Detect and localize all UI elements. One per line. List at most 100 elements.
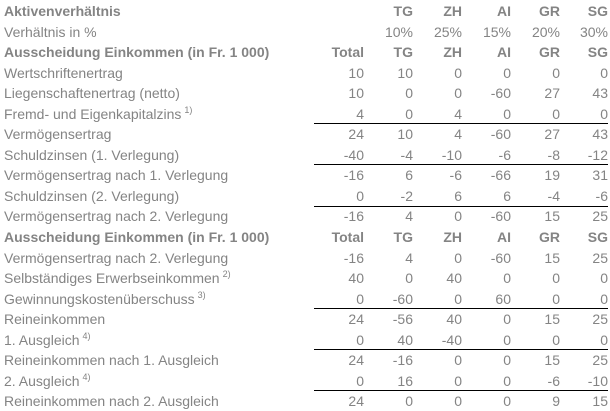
cell-tg: 0 [405,105,413,122]
sum-rule-line [314,308,608,310]
cell-sg: 25 [592,352,608,369]
footnote-marker: 4) [82,331,91,342]
row-label: 1. Ausgleich 4) [4,330,314,351]
row-label-text: Schuldzinsen (1. Verlegung) [4,146,180,163]
table-row: Reineinkommen 24 -56 40 0 15 25 [4,309,608,330]
footnote-marker: 4) [82,372,91,383]
row-label: Aktivenverhältnis [4,1,314,22]
row-label: Reineinkommen nach 2. Ausgleich [4,391,314,411]
cell-gr: 0 [552,64,560,81]
cell-tg: 10% [384,23,413,40]
cell-sg: 0 [600,105,608,122]
cell-ai: -60 [490,208,511,225]
table-row: Fremd- und Eigenkapitalzins 1) 4 0 4 0 0 0 [4,104,608,125]
table-row: 1. Ausgleich 4) 0 40 -40 0 0 0 [4,330,608,351]
row-label: Fremd- und Eigenkapitalzins 1) [4,104,314,125]
cell-sg: SG [587,44,608,61]
row-label-text: Gewinnungskostenüberschuss [4,290,195,307]
cell-ai: 0 [503,352,511,369]
cell-gr: 15 [544,311,560,328]
row-label-text: Selbständiges Erwerbseinkommen [4,270,220,287]
row-label: Wertschriftenertrag [4,63,314,84]
section-header-row: Aktivenverhältnis TG ZH AI GR SG [4,1,608,22]
cell-zh: 0 [454,249,462,266]
cell-ai: 15% [482,23,511,40]
cell-tg: 0 [405,85,413,102]
cell-gr: 0 [552,270,560,287]
cell-total: 0 [356,290,364,307]
table-row: Gewinnungskostenüberschuss 3) 0 -60 0 60 0 0 [4,289,608,310]
table-row: Vermögensertrag nach 2. Verlegung -16 4 0 -6… [4,248,608,269]
table-row: Reineinkommen nach 1. Ausgleich 24 -16 0 0 15… [4,350,608,371]
row-label-text: Vermögensertrag [4,126,112,143]
cell-tg: TG [393,229,413,246]
row-label: Ausscheidung Einkommen (in Fr. 1 000) [4,227,314,248]
cell-total: -16 [343,208,364,225]
cell-zh: -10 [441,146,462,163]
cell-tg: 0 [405,270,413,287]
cell-ai: 0 [503,393,511,410]
cell-total: 24 [348,126,364,143]
row-label-text: Vermögensertrag nach 1. Verlegung [4,167,229,184]
cell-tg: 10 [397,64,413,81]
cell-total: 24 [348,393,364,410]
cell-total [314,22,364,43]
cell-sg: 25 [592,208,608,225]
cell-zh: 4 [454,105,462,122]
cell-zh: 0 [454,352,462,369]
cell-tg: -2 [400,187,413,204]
cell-gr: 15 [544,249,560,266]
cell-zh: ZH [443,44,462,61]
cell-gr: 27 [544,85,560,102]
cell-tg: 40 [397,331,413,348]
cell-tg: TG [393,3,413,19]
table-body: Aktivenverhältnis TG ZH AI GR SG Verhältnis in… [4,1,608,411]
cell-zh: 6 [454,187,462,204]
cell-tg: -16 [392,352,413,369]
cell-zh: 25% [433,23,462,40]
cell-sg: -10 [587,372,608,389]
cell-zh: 0 [454,85,462,102]
cell-sg: 0 [600,270,608,287]
sum-rule-line [314,164,608,166]
cell-total: 0 [356,372,364,389]
cell-sg: 43 [592,85,608,102]
sum-rule-line [314,123,608,125]
cell-total: 10 [348,64,364,81]
row-label-text: Aktivenverhältnis [4,3,121,19]
cell-zh: -6 [449,167,462,184]
table-row: Vermögensertrag 24 10 4 -60 27 43 [4,124,608,145]
section-header-row: Ausscheidung Einkommen (in Fr. 1 000) Tot… [4,42,608,63]
table-row: Schuldzinsen (1. Verlegung) -40 -4 -10 -6 -8 -… [4,145,608,166]
row-label: 2. Ausgleich 4) [4,371,314,392]
section-header-row: Ausscheidung Einkommen (in Fr. 1 000) Tot… [4,227,608,248]
table-row: Verhältnis in % 10% 25% 15% 20% 30% [4,22,608,43]
cell-zh: 4 [454,126,462,143]
row-label: Liegenschaftenertrag (netto) [4,83,314,104]
row-label-text: Liegenschaftenertrag (netto) [4,85,180,102]
cell-gr: -4 [547,187,560,204]
table-row: Reineinkommen nach 2. Ausgleich 24 0 0 0 9 15 [4,391,608,411]
sum-rule-line [314,390,608,392]
cell-gr: 27 [544,126,560,143]
row-label-text: Verhältnis in % [4,23,97,40]
cell-ai: AI [497,44,511,61]
cell-gr: GR [539,44,560,61]
cell-sg: 43 [592,126,608,143]
cell-ai: -6 [498,146,511,163]
cell-total: 0 [356,331,364,348]
cell-gr: 15 [544,208,560,225]
table-row: Selbständiges Erwerbseinkommen 2) 40 0 40 0 0 0 [4,268,608,289]
cell-ai: 0 [503,64,511,81]
cell-total [314,1,364,22]
footnote-marker: 2) [222,269,231,280]
cell-ai: 0 [503,331,511,348]
cell-sg: 0 [600,290,608,307]
cell-zh: 0 [454,393,462,410]
cell-tg: 4 [405,208,413,225]
row-label-text: Reineinkommen nach 2. Ausgleich [4,393,219,410]
cell-tg: -60 [392,290,413,307]
cell-zh: ZH [443,229,462,246]
cell-zh: 40 [446,311,462,328]
